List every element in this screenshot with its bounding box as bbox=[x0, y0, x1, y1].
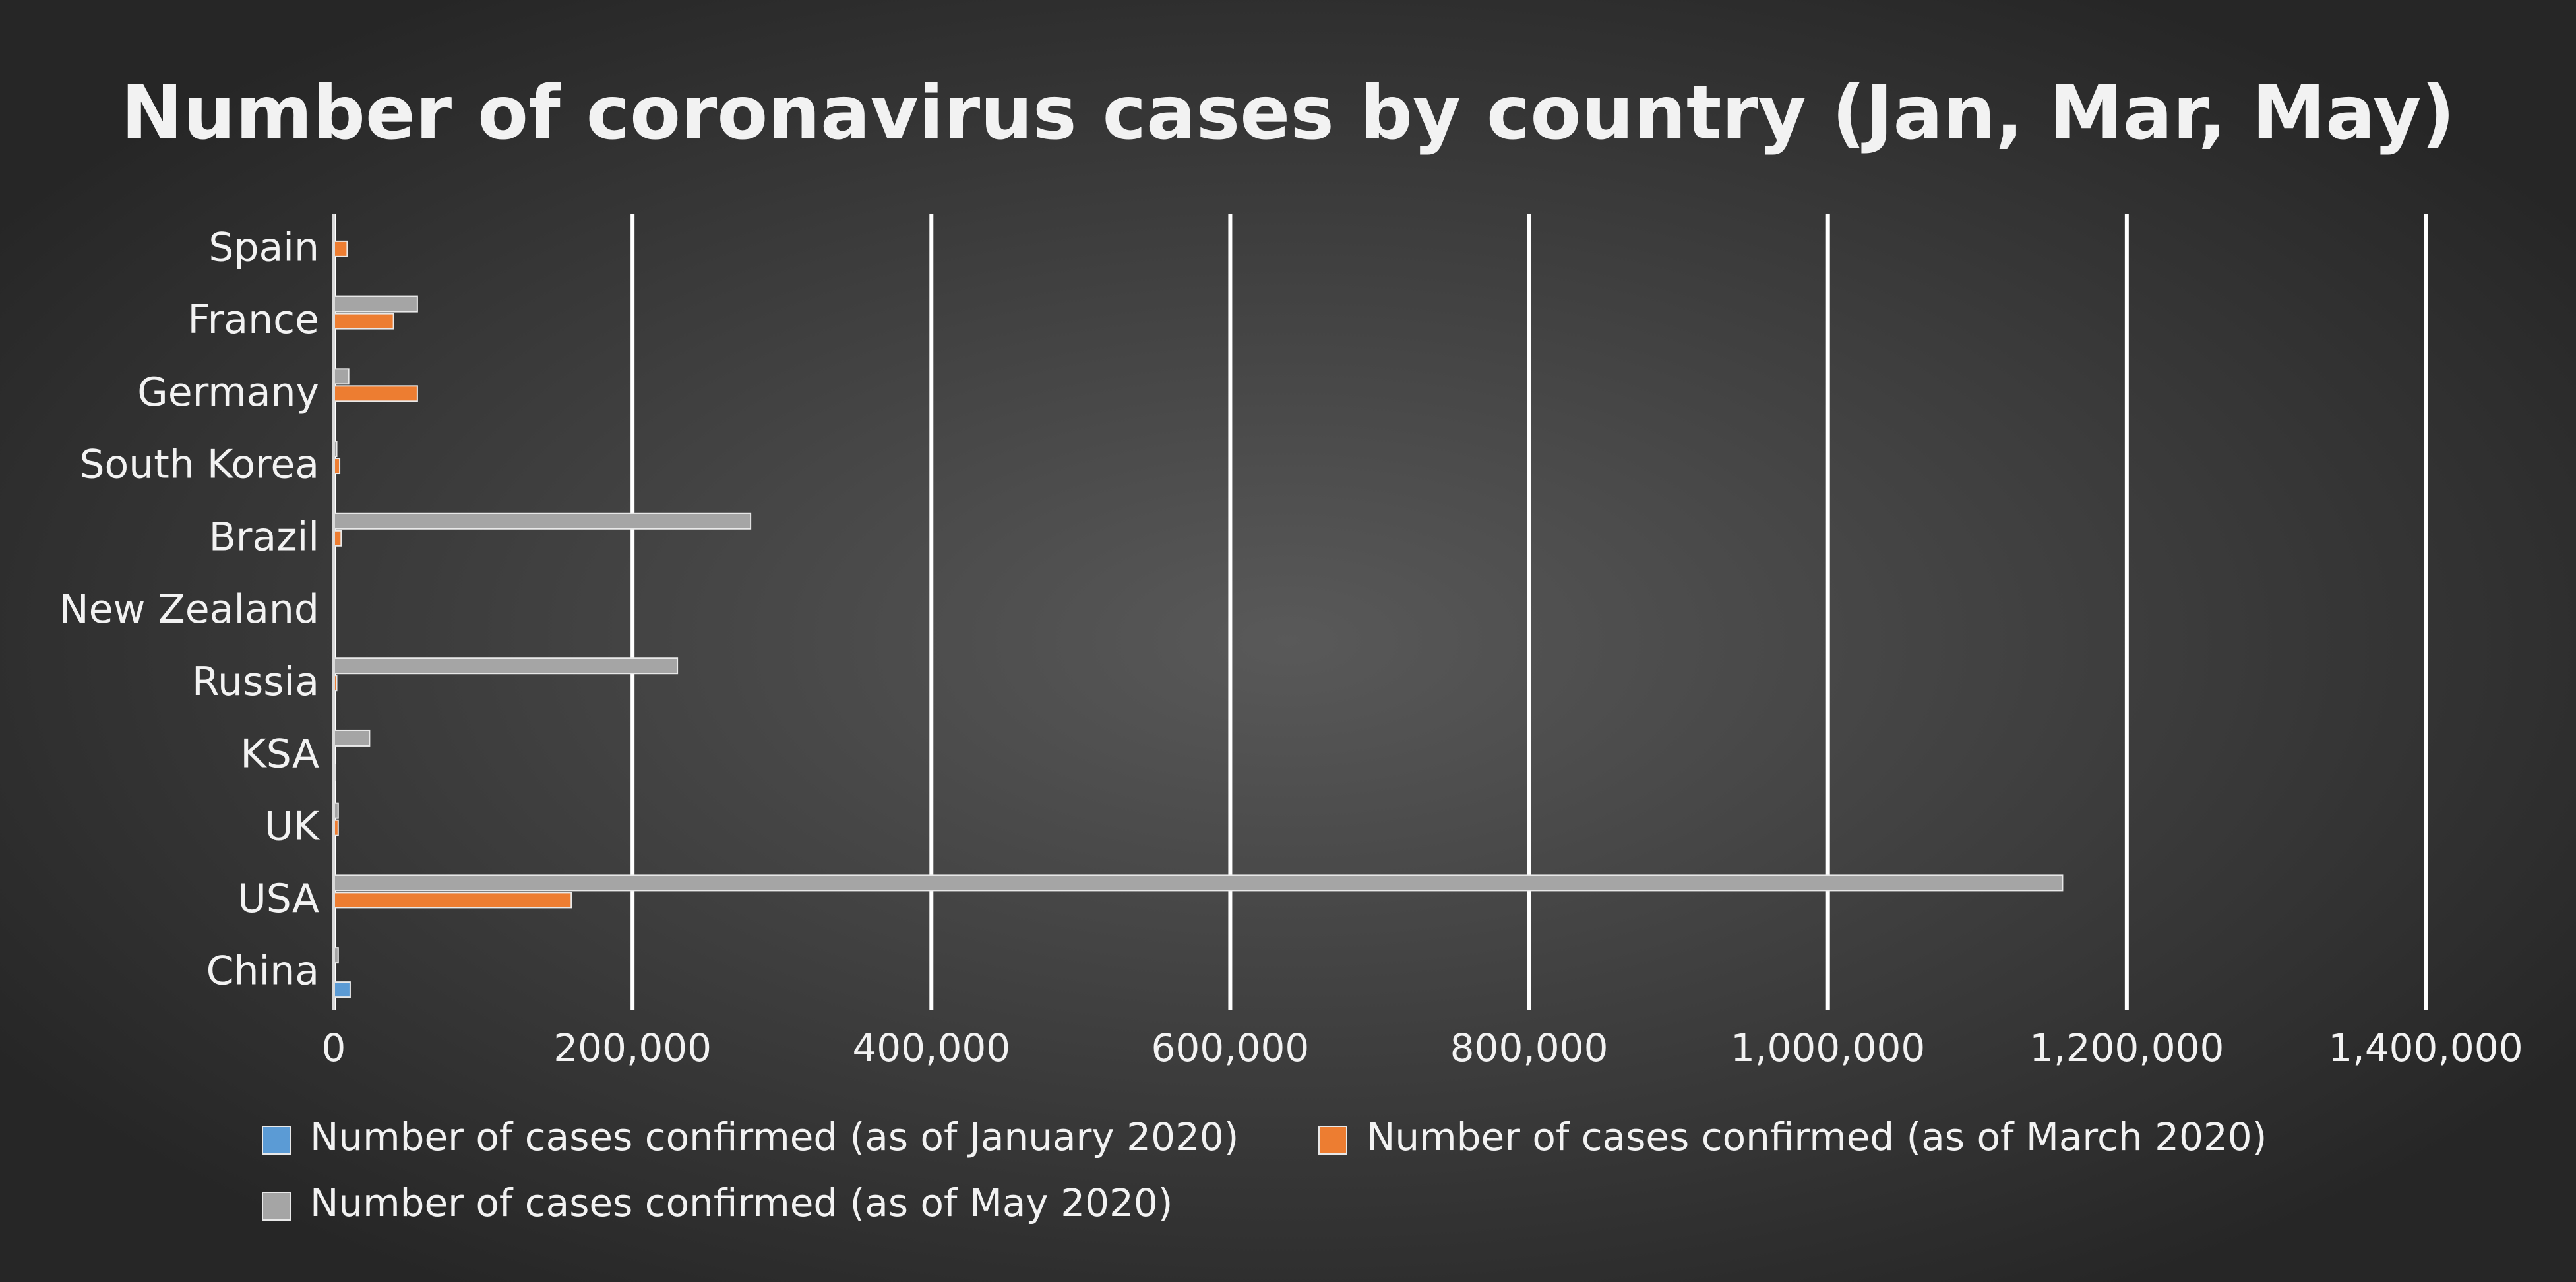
bar bbox=[333, 295, 418, 313]
y-tick-label: USA bbox=[237, 876, 319, 922]
bar bbox=[333, 313, 394, 330]
x-tick-label: 800,000 bbox=[1450, 1025, 1609, 1070]
y-tick-label: Brazil bbox=[209, 514, 319, 560]
legend-swatch bbox=[262, 1192, 291, 1221]
chart-title: Number of coronavirus cases by country (… bbox=[121, 71, 2455, 156]
bar bbox=[333, 512, 752, 530]
legend-label: Number of cases confirmed (as of May 202… bbox=[310, 1180, 1173, 1225]
bar bbox=[333, 240, 348, 257]
x-tick-label: 400,000 bbox=[852, 1025, 1010, 1070]
y-tick-label: China bbox=[206, 948, 319, 994]
legend-swatch bbox=[1318, 1126, 1347, 1155]
bar bbox=[333, 368, 350, 385]
x-tick-label: 1,000,000 bbox=[1731, 1025, 1925, 1070]
y-tick-label: New Zealand bbox=[59, 586, 319, 632]
y-tick-label: UK bbox=[264, 803, 321, 849]
y-tick-label: South Korea bbox=[79, 442, 319, 488]
legend-swatch bbox=[262, 1126, 291, 1155]
y-tick-label: Russia bbox=[192, 659, 319, 705]
bar bbox=[333, 981, 351, 998]
y-tick-label: France bbox=[187, 297, 319, 343]
x-tick-label: 1,200,000 bbox=[2029, 1025, 2224, 1070]
x-tick-label: 0 bbox=[322, 1025, 346, 1070]
bar bbox=[333, 385, 418, 402]
x-tick-label: 1,400,000 bbox=[2328, 1025, 2523, 1070]
y-tick-label: KSA bbox=[240, 731, 319, 778]
x-tick-label: 600,000 bbox=[1151, 1025, 1309, 1070]
y-tick-label: Spain bbox=[208, 224, 319, 270]
legend-label: Number of cases confirmed (as of January… bbox=[310, 1114, 1239, 1159]
bar bbox=[333, 657, 679, 675]
bar bbox=[333, 874, 2064, 892]
x-tick-label: 200,000 bbox=[553, 1025, 712, 1070]
y-tick-label: Germany bbox=[137, 369, 319, 415]
bar bbox=[333, 729, 371, 747]
legend-label: Number of cases confirmed (as of March 2… bbox=[1366, 1114, 2267, 1159]
bar bbox=[333, 892, 572, 909]
